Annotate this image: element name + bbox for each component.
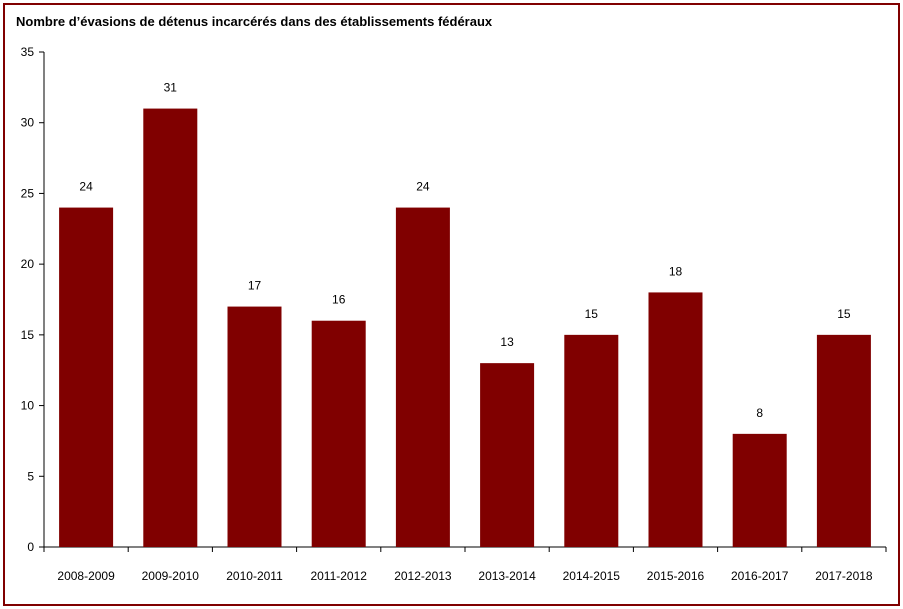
- x-tick-label: 2017-2018: [815, 569, 873, 583]
- data-label: 31: [164, 81, 178, 95]
- y-tick-label: 20: [21, 257, 35, 271]
- data-label: 15: [837, 307, 851, 321]
- bar: [59, 207, 114, 548]
- bar: [227, 306, 282, 547]
- x-tick-label: 2008-2009: [57, 569, 115, 583]
- x-tick-label: 2013-2014: [478, 569, 536, 583]
- bar: [816, 334, 871, 547]
- data-label: 15: [585, 307, 599, 321]
- y-tick-label: 15: [21, 328, 35, 342]
- labels: 24 2008-2009 31 2009-2010 17 2010-2011 16 2011-…: [57, 81, 873, 583]
- bar: [732, 433, 787, 547]
- x-tick-label: 2009-2010: [142, 569, 200, 583]
- x-tick-label: 2010-2011: [226, 569, 283, 583]
- y-tick-label: 30: [21, 116, 35, 130]
- bars: [59, 108, 871, 548]
- y-tick-label: 10: [21, 399, 35, 413]
- bar: [648, 292, 703, 547]
- data-label: 13: [500, 335, 514, 349]
- data-label: 24: [79, 180, 93, 194]
- data-label: 17: [248, 279, 262, 293]
- y-tick-label: 35: [21, 45, 35, 59]
- x-tick-label: 2016-2017: [731, 569, 789, 583]
- data-label: 16: [332, 293, 346, 307]
- y-tick-label: 0: [27, 540, 34, 554]
- bar: [480, 363, 535, 547]
- x-tick-label: 2014-2015: [563, 569, 621, 583]
- x-tick-label: 2015-2016: [647, 569, 705, 583]
- y-tick-label: 25: [21, 186, 35, 200]
- data-label: 24: [416, 180, 430, 194]
- chart-title: Nombre d’évasions de détenus incarcérés …: [16, 14, 493, 29]
- data-label: 8: [756, 406, 763, 420]
- bar: [311, 320, 366, 547]
- bar: [395, 207, 450, 548]
- data-label: 18: [669, 264, 683, 278]
- x-tick-label: 2011-2012: [310, 569, 367, 583]
- y-tick-label: 5: [27, 469, 34, 483]
- bar: [143, 108, 198, 548]
- bar: [564, 334, 619, 547]
- x-tick-label: 2012-2013: [394, 569, 452, 583]
